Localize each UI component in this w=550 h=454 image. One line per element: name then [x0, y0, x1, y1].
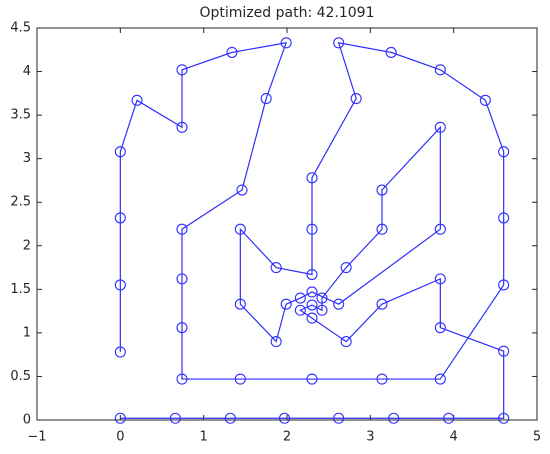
point-marker	[333, 412, 345, 424]
point-marker	[114, 146, 126, 158]
x-tick-label: 3	[366, 430, 374, 445]
point-marker	[234, 223, 246, 235]
point-marker	[340, 262, 352, 274]
point-marker	[176, 273, 188, 285]
point-marker	[498, 279, 510, 291]
point-marker	[479, 94, 491, 106]
point-marker	[333, 298, 345, 310]
x-tick-label: 4	[450, 430, 458, 445]
point-marker	[306, 268, 318, 281]
y-tick-label: 2.5	[10, 195, 31, 210]
point-marker	[498, 146, 510, 158]
point-marker	[270, 336, 282, 348]
point-marker	[316, 304, 328, 316]
path-line	[119, 42, 505, 419]
point-marker	[114, 346, 126, 358]
point-marker	[434, 322, 446, 334]
point-marker	[260, 93, 272, 105]
point-marker	[434, 64, 446, 76]
point-marker	[234, 298, 246, 310]
point-marker	[236, 184, 248, 196]
point-marker	[306, 373, 318, 385]
point-marker	[306, 286, 318, 298]
point-marker	[294, 292, 306, 304]
point-marker	[176, 373, 188, 385]
point-marker	[114, 412, 126, 424]
point-marker	[306, 312, 318, 324]
x-tick-label: 1	[200, 430, 208, 445]
point-marker	[316, 292, 328, 304]
point-marker	[306, 223, 318, 235]
point-marker	[224, 412, 236, 424]
point-marker	[176, 322, 188, 334]
point-marker	[498, 212, 510, 224]
point-marker	[376, 184, 388, 196]
y-tick-label: 0	[23, 413, 31, 428]
chart-title: Optimized path: 42.1091	[200, 5, 375, 21]
point-marker	[169, 412, 181, 424]
point-marker	[434, 121, 446, 133]
point-marker	[176, 64, 188, 76]
y-tick-label: 4.5	[10, 21, 31, 36]
y-tick-label: 3	[23, 151, 31, 166]
y-tick-label: 1	[23, 325, 31, 340]
point-marker	[280, 298, 292, 310]
point-marker	[376, 298, 388, 310]
point-marker	[226, 46, 238, 58]
point-marker	[294, 304, 306, 316]
point-marker	[434, 373, 446, 385]
x-tick-label: 2	[283, 430, 291, 445]
point-marker	[498, 345, 510, 357]
point-marker	[350, 93, 362, 105]
point-marker	[306, 172, 318, 184]
x-tick-label: 0	[116, 430, 124, 445]
point-marker	[306, 299, 318, 311]
point-marker	[176, 223, 188, 235]
point-marker	[376, 223, 388, 235]
y-tick-label: 2	[23, 238, 31, 253]
point-marker	[176, 121, 188, 133]
point-marker	[434, 223, 446, 235]
point-marker	[443, 412, 455, 424]
point-marker	[278, 412, 291, 424]
x-tick-label: −1	[27, 430, 46, 445]
point-marker	[333, 37, 345, 49]
y-tick-label: 0.5	[10, 369, 31, 384]
point-marker	[131, 94, 143, 106]
y-tick-label: 1.5	[10, 282, 31, 297]
y-tick-label: 4	[23, 64, 31, 79]
point-marker	[388, 412, 400, 424]
point-marker	[498, 412, 510, 424]
point-marker	[434, 273, 446, 285]
point-marker	[376, 373, 388, 385]
point-marker	[385, 46, 397, 58]
point-marker	[234, 373, 246, 385]
x-tick-label: 5	[533, 430, 541, 445]
point-marker	[270, 262, 282, 274]
point-marker	[114, 212, 126, 224]
y-tick-label: 3.5	[10, 108, 31, 123]
point-marker	[280, 37, 292, 49]
point-marker	[114, 279, 126, 291]
point-marker	[340, 336, 352, 348]
